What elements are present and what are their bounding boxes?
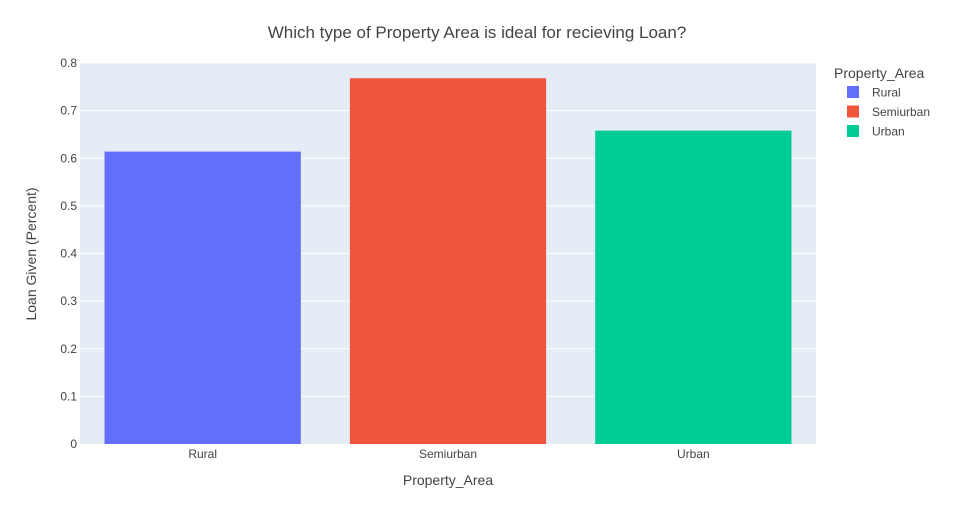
x-tick-label: Urban <box>677 447 710 461</box>
legend-swatch <box>847 86 859 98</box>
legend-label: Urban <box>872 125 905 139</box>
y-axis-title: Loan Given (Percent) <box>23 187 39 320</box>
x-tick-label: Rural <box>188 447 217 461</box>
y-tick-label: 0.4 <box>60 247 77 261</box>
y-tick-label: 0.7 <box>60 104 77 118</box>
y-axis-ticks: 0 0.1 0.2 0.3 0.4 0.5 0.6 0.7 0.8 <box>60 56 77 451</box>
bar-urban[interactable] <box>595 130 792 444</box>
legend-item-semiurban[interactable]: Semiurban <box>847 105 930 119</box>
bars <box>104 78 792 445</box>
legend[interactable]: Property_Area Rural Semiurban Urban <box>834 65 930 139</box>
y-tick-label: 0.1 <box>60 389 77 403</box>
x-axis-title: Property_Area <box>403 472 493 488</box>
legend-swatch <box>847 125 859 137</box>
chart-title: Which type of Property Area is ideal for… <box>268 23 687 42</box>
bar-semiurban[interactable] <box>349 78 547 445</box>
x-tick-label: Semiurban <box>419 447 477 461</box>
legend-item-rural[interactable]: Rural <box>847 86 901 100</box>
y-tick-label: 0.8 <box>60 56 77 70</box>
legend-title: Property_Area <box>834 65 924 81</box>
legend-item-urban[interactable]: Urban <box>847 125 905 139</box>
y-tick-label: 0.6 <box>60 151 77 165</box>
legend-label: Semiurban <box>872 105 930 119</box>
y-tick-label: 0.2 <box>60 342 77 356</box>
legend-label: Rural <box>872 86 901 100</box>
y-tick-label: 0.5 <box>60 199 77 213</box>
bar-rural[interactable] <box>104 151 301 444</box>
legend-swatch <box>847 105 859 118</box>
y-tick-label: 0 <box>70 437 77 451</box>
x-axis-ticks: Rural Semiurban Urban <box>188 447 709 461</box>
y-tick-label: 0.3 <box>60 294 77 308</box>
